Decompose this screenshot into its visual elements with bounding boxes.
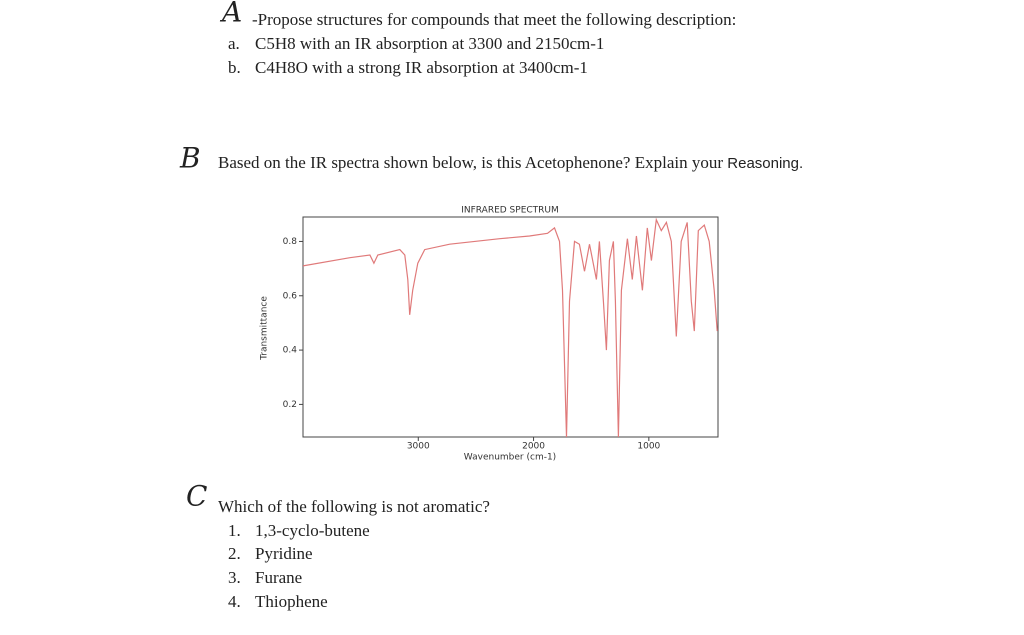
item-label: b.: [228, 58, 241, 77]
item-text: Pyridine: [255, 544, 313, 563]
item-label: 4.: [228, 592, 241, 611]
x-tick-label: 1000: [637, 442, 660, 452]
x-axis-label: Wavenumber (cm-1): [464, 453, 556, 463]
y-tick-label: 0.2: [283, 400, 297, 410]
section-marker: A: [219, 0, 242, 29]
x-tick-label: 2000: [522, 442, 545, 452]
item-text: 1,3-cyclo-butene: [255, 521, 370, 540]
plot-frame: [302, 216, 719, 438]
section-marker: B: [179, 142, 201, 175]
chart-title: INFRARED SPECTRUM: [461, 206, 559, 216]
y-tick-label: 0.6: [283, 291, 298, 301]
y-axis-label: Transmittance: [260, 296, 270, 361]
item-label: 2.: [228, 544, 241, 563]
chart: INFRARED SPECTRUM Wavenumber (cm-1) Tran…: [260, 206, 719, 463]
item-text: C5H8 with an IR absorption at 3300 and 2…: [255, 34, 604, 53]
item-label: a.: [228, 34, 240, 53]
item-label: 3.: [228, 568, 241, 587]
y-tick-label: 0.4: [283, 346, 298, 356]
item-text: Furane: [255, 568, 302, 587]
x-tick-label: 3000: [407, 442, 430, 452]
question-text: -Propose structures for compounds that m…: [252, 10, 736, 29]
item-text: Thiophene: [255, 592, 328, 611]
question-text: Based on the IR spectra shown below, is …: [218, 153, 803, 172]
y-tick-label: 0.8: [283, 237, 298, 247]
section-marker: C: [186, 480, 207, 513]
question-text: Reasoning.: [727, 155, 803, 172]
question-text: Based on the IR spectra shown below, is …: [218, 153, 723, 172]
item-text: C4H8O with a strong IR absorption at 340…: [255, 58, 588, 77]
item-label: 1.: [228, 521, 241, 540]
question-text: Which of the following is not aromatic?: [218, 497, 490, 516]
spectrum-line: [302, 217, 718, 438]
